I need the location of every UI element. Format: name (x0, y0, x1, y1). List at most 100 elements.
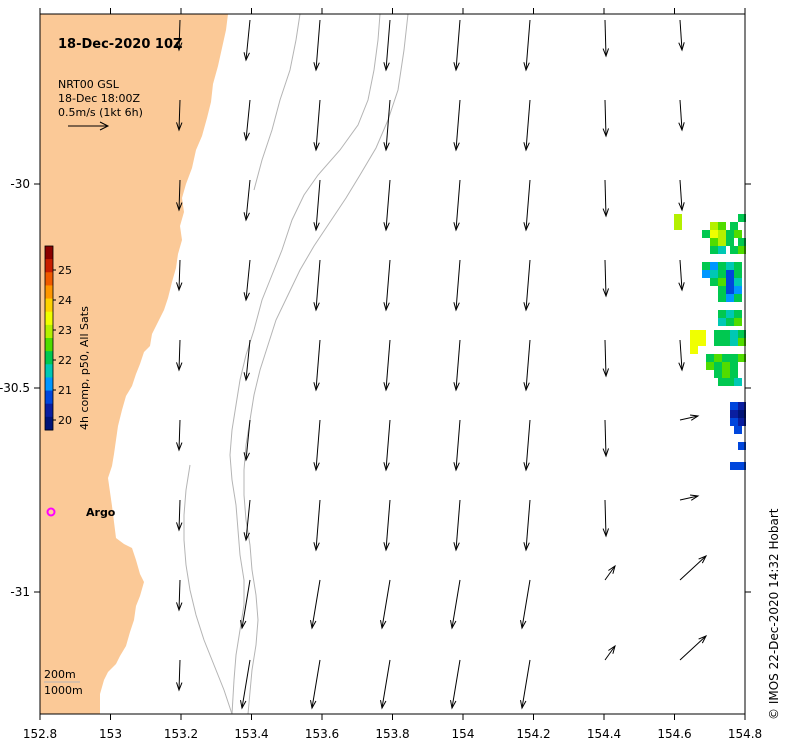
current-vector (602, 499, 610, 538)
current-vector (243, 259, 251, 302)
sst-pixel (722, 354, 730, 362)
sst-pixel (726, 294, 734, 302)
sst-pixel (734, 278, 742, 286)
sst-pixel (718, 270, 726, 278)
current-vector (523, 499, 531, 552)
sst-pixel (710, 238, 718, 246)
sst-pixel (718, 222, 726, 230)
sst-pixel (726, 262, 734, 270)
current-vector (313, 19, 321, 72)
sst-pixel (734, 270, 742, 278)
sst-pixel (722, 338, 730, 346)
y-tick-label: -31 (10, 585, 30, 599)
current-vector (176, 259, 183, 292)
sst-pixel (738, 338, 746, 346)
current-vector (383, 499, 391, 552)
sst-pixel (714, 362, 722, 370)
current-vector (453, 259, 461, 312)
sst-pixel (730, 330, 738, 338)
colorbar-tick-label: 23 (58, 324, 72, 337)
current-vector (383, 419, 391, 472)
colorbar-label: 4h comp, p50, All Sats (78, 306, 91, 430)
sst-pixel (730, 370, 738, 378)
sst-pixel (738, 246, 746, 254)
current-vector (380, 579, 391, 630)
sst-pixel (730, 246, 738, 254)
colorbar-swatch (45, 338, 53, 352)
sst-pixel (698, 338, 706, 346)
sst-pixels (674, 214, 746, 470)
current-vector (243, 179, 251, 222)
sst-colorbar: 25 24 23 22 21 20 (44, 245, 72, 431)
colorbar-swatch (45, 403, 53, 418)
sst-pixel (730, 362, 738, 370)
colorbar-swatch (45, 259, 53, 273)
argo-label: Argo (86, 506, 116, 519)
current-vector (313, 179, 321, 232)
current-vector (679, 635, 708, 661)
current-vector (313, 99, 321, 152)
sst-pixel (730, 354, 738, 362)
isobath-200m-inner (183, 464, 233, 715)
sst-pixel (674, 222, 682, 230)
sst-pixel (698, 330, 706, 338)
sst-pixel (726, 378, 734, 386)
sst-pixel (734, 318, 742, 326)
current-vector (523, 259, 531, 312)
sst-pixel (726, 318, 734, 326)
sst-pixel (718, 278, 726, 286)
current-vector (520, 579, 531, 630)
x-tick-label: 153 (99, 727, 122, 741)
colorbar-tick-label: 22 (58, 354, 72, 367)
sst-pixel (738, 418, 746, 426)
sst-pixel (734, 286, 742, 294)
current-vector (243, 99, 251, 142)
current-vector (604, 564, 616, 581)
current-vector (678, 339, 685, 372)
isobath-legend-200m: 200m (44, 668, 76, 681)
current-vector (602, 259, 610, 298)
colorbar-swatch (45, 311, 53, 326)
sst-pixel (714, 338, 722, 346)
current-vector (240, 579, 251, 630)
sst-pixel (710, 270, 718, 278)
colorbar-swatch (45, 298, 53, 313)
sst-pixel (706, 354, 714, 362)
isobath-1000m (243, 13, 409, 715)
current-vector (679, 414, 700, 421)
argo-float-marker (46, 507, 56, 517)
x-tick-label: 154.6 (657, 727, 691, 741)
current-vector (176, 499, 183, 532)
x-tick-label: 154 (452, 727, 475, 741)
sst-pixel (702, 262, 710, 270)
sst-pixel (690, 346, 698, 354)
sst-pixel (738, 354, 746, 362)
current-vector (243, 339, 251, 382)
sst-pixel (710, 246, 718, 254)
current-vector (602, 339, 610, 378)
colorbar-tick-label: 21 (58, 384, 72, 397)
current-vector (679, 555, 708, 581)
land-mass (40, 14, 228, 714)
current-vector (313, 339, 321, 392)
current-vector (176, 19, 183, 52)
sst-pixel (734, 230, 742, 238)
vector-scale-label: 0.5m/s (1kt 6h) (58, 106, 143, 119)
x-axis: 152.8 153 153.2 153.4 153.6 153.8 154 154.2 154.… (23, 8, 762, 741)
current-vector (602, 179, 610, 218)
colorbar-tick-label: 20 (58, 414, 72, 427)
current-vector (380, 659, 391, 710)
sst-pixel (730, 222, 738, 230)
current-vector (450, 659, 461, 710)
sst-pixel (710, 262, 718, 270)
current-vector (176, 419, 183, 452)
y-axis: -30 -30.5 -31 (0, 177, 751, 599)
colorbar-swatch (45, 390, 53, 405)
current-vector (176, 99, 183, 132)
product-name: NRT00 GSL (58, 78, 120, 91)
current-vector (520, 659, 531, 710)
current-vector (243, 499, 251, 542)
sst-pixel (726, 270, 734, 278)
y-tick-label: -30.5 (0, 381, 30, 395)
current-vector (453, 99, 461, 152)
